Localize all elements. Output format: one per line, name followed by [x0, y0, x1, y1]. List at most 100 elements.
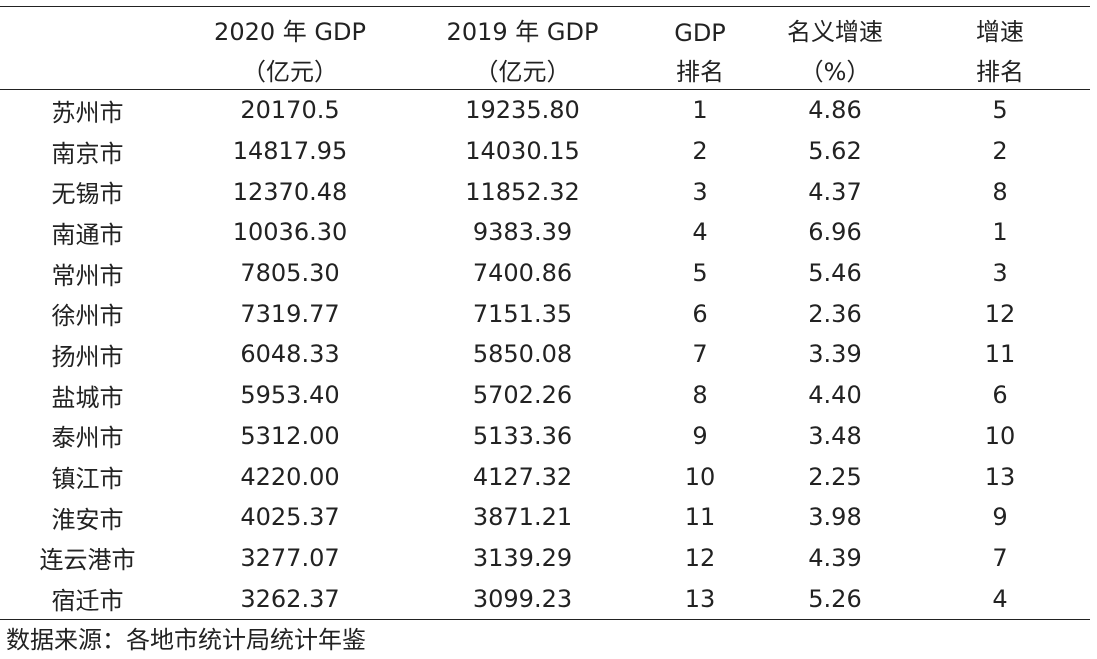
city-cell: 苏州市 — [51, 98, 124, 127]
gdp-rank-cell: 5 — [692, 259, 708, 288]
city-cell: 泰州市 — [51, 424, 124, 453]
nominal-growth-cell: 3.48 — [808, 421, 862, 450]
gdp-2020-cell: 14817.95 — [232, 137, 348, 166]
gdp-rank-cell: 11 — [684, 503, 716, 532]
nominal-growth-cell: 5.62 — [808, 137, 862, 166]
nominal-growth-cell: 3.39 — [808, 340, 862, 369]
growth-rank-cell: 5 — [992, 96, 1008, 125]
gdp-2019-cell: 3139.29 — [472, 543, 573, 572]
table-row: 南通市 10036.30 9383.39 4 6.96 1 — [0, 212, 1090, 253]
table-row: 盐城市 5953.40 5702.26 8 4.40 6 — [0, 375, 1090, 416]
table-row: 扬州市 6048.33 5850.08 7 3.39 11 — [0, 334, 1090, 375]
gdp-rank-cell: 13 — [640, 578, 760, 620]
city-cell: 盐城市 — [51, 383, 124, 412]
growth-rank-cell: 8 — [992, 177, 1008, 206]
gdp-2020-cell: 5312.00 — [240, 421, 340, 450]
gdp-2020-cell: 5953.40 — [240, 381, 340, 410]
table-row: 泰州市 5312.00 5133.36 9 3.48 10 — [0, 416, 1090, 457]
gdp-2019-cell: 5850.08 — [472, 340, 573, 369]
city-cell: 南通市 — [51, 220, 124, 249]
gdp-table: 2020 年 GDP 2019 年 GDP GDP 名义增速 增速 （亿元） （… — [0, 6, 1090, 620]
header-gdp-2019-unit: （亿元） — [405, 49, 640, 90]
growth-rank-cell: 11 — [984, 340, 1016, 369]
header-gdp-2020-unit: （亿元） — [175, 49, 405, 90]
gdp-2020-cell: 12370.48 — [232, 177, 348, 206]
growth-rank-cell: 4 — [910, 578, 1090, 620]
table-row: 淮安市 4025.37 3871.21 11 3.98 9 — [0, 497, 1090, 538]
growth-rank-cell: 10 — [984, 421, 1016, 450]
gdp-2020-cell: 7805.30 — [240, 259, 340, 288]
header-gdp-2020: 2020 年 GDP — [175, 6, 405, 49]
gdp-table-container: 2020 年 GDP 2019 年 GDP GDP 名义增速 增速 （亿元） （… — [0, 6, 1090, 620]
table-row: 南京市 14817.95 14030.15 2 5.62 2 — [0, 131, 1090, 172]
gdp-rank-cell: 12 — [684, 543, 716, 572]
table-row: 连云港市 3277.07 3139.29 12 4.39 7 — [0, 538, 1090, 579]
growth-rank-cell: 1 — [992, 218, 1008, 247]
header-row-1: 2020 年 GDP 2019 年 GDP GDP 名义增速 增速 — [0, 6, 1090, 49]
header-gdp-rank: GDP — [640, 6, 760, 49]
nominal-growth-cell: 2.36 — [808, 299, 862, 328]
nominal-growth-cell: 4.39 — [808, 543, 862, 572]
table-row: 常州市 7805.30 7400.86 5 5.46 3 — [0, 253, 1090, 294]
gdp-2019-cell: 5702.26 — [472, 381, 573, 410]
gdp-rank-cell: 7 — [692, 340, 708, 369]
nominal-growth-cell: 4.86 — [808, 96, 862, 125]
gdp-rank-cell: 9 — [692, 421, 708, 450]
nominal-growth-cell: 4.40 — [808, 381, 862, 410]
growth-rank-cell: 2 — [992, 137, 1008, 166]
nominal-growth-cell: 6.96 — [808, 218, 862, 247]
city-cell: 扬州市 — [51, 342, 124, 371]
gdp-rank-cell: 6 — [692, 299, 708, 328]
nominal-growth-cell: 5.46 — [808, 259, 862, 288]
growth-rank-cell: 9 — [992, 503, 1008, 532]
gdp-rank-cell: 1 — [692, 96, 708, 125]
gdp-2020-cell: 6048.33 — [240, 340, 340, 369]
table-row: 无锡市 12370.48 11852.32 3 4.37 8 — [0, 171, 1090, 212]
gdp-2019-cell: 7151.35 — [472, 299, 573, 328]
nominal-growth-cell: 3.98 — [808, 503, 862, 532]
header-city-sub — [0, 49, 175, 90]
nominal-growth-cell: 2.25 — [808, 462, 862, 491]
header-city — [0, 6, 175, 49]
gdp-2020-cell: 4025.37 — [240, 503, 340, 532]
header-nominal-growth: 名义增速 — [760, 6, 910, 49]
gdp-2020-cell: 10036.30 — [232, 218, 348, 247]
header-row-2: （亿元） （亿元） 排名 （%） 排名 — [0, 49, 1090, 90]
gdp-2020-cell: 3262.37 — [175, 578, 405, 620]
gdp-2019-cell: 5133.36 — [472, 421, 573, 450]
data-source-note: 数据来源：各地市统计局统计年鉴 — [6, 626, 366, 654]
gdp-2019-cell: 3099.23 — [405, 578, 640, 620]
header-gdp-rank-sub: 排名 — [640, 49, 760, 90]
header-growth-rank-sub: 排名 — [910, 49, 1090, 90]
header-gdp-2019: 2019 年 GDP — [405, 6, 640, 49]
gdp-2019-cell: 19235.80 — [465, 96, 580, 125]
city-cell: 淮安市 — [51, 505, 124, 534]
city-cell: 镇江市 — [51, 465, 124, 494]
gdp-2019-cell: 3871.21 — [472, 503, 573, 532]
gdp-2019-cell: 9383.39 — [472, 218, 573, 247]
growth-rank-cell: 13 — [984, 462, 1016, 491]
nominal-growth-cell: 4.37 — [808, 177, 862, 206]
city-cell: 常州市 — [51, 261, 124, 290]
city-cell: 无锡市 — [51, 180, 124, 209]
gdp-2019-cell: 14030.15 — [465, 137, 580, 166]
city-cell: 徐州市 — [51, 302, 124, 331]
growth-rank-cell: 12 — [984, 299, 1016, 328]
table-row: 镇江市 4220.00 4127.32 10 2.25 13 — [0, 456, 1090, 497]
city-cell: 连云港市 — [39, 546, 136, 575]
nominal-growth-cell: 5.26 — [760, 578, 910, 620]
table-body: 苏州市 20170.5 19235.80 1 4.86 5 南京市 14817.95 14030… — [0, 90, 1090, 620]
gdp-2020-cell: 3277.07 — [240, 543, 340, 572]
gdp-2019-cell: 7400.86 — [472, 259, 573, 288]
gdp-rank-cell: 8 — [692, 381, 708, 410]
growth-rank-cell: 3 — [992, 259, 1008, 288]
city-cell: 南京市 — [51, 139, 124, 168]
gdp-rank-cell: 4 — [692, 218, 708, 247]
table-header: 2020 年 GDP 2019 年 GDP GDP 名义增速 增速 （亿元） （… — [0, 6, 1090, 90]
growth-rank-cell: 6 — [992, 381, 1008, 410]
gdp-rank-cell: 2 — [692, 137, 708, 166]
table-row: 宿迁市 3262.37 3099.23 13 5.26 4 — [0, 578, 1090, 620]
gdp-rank-cell: 3 — [692, 177, 708, 206]
table-row: 苏州市 20170.5 19235.80 1 4.86 5 — [0, 90, 1090, 131]
growth-rank-cell: 7 — [992, 543, 1008, 572]
